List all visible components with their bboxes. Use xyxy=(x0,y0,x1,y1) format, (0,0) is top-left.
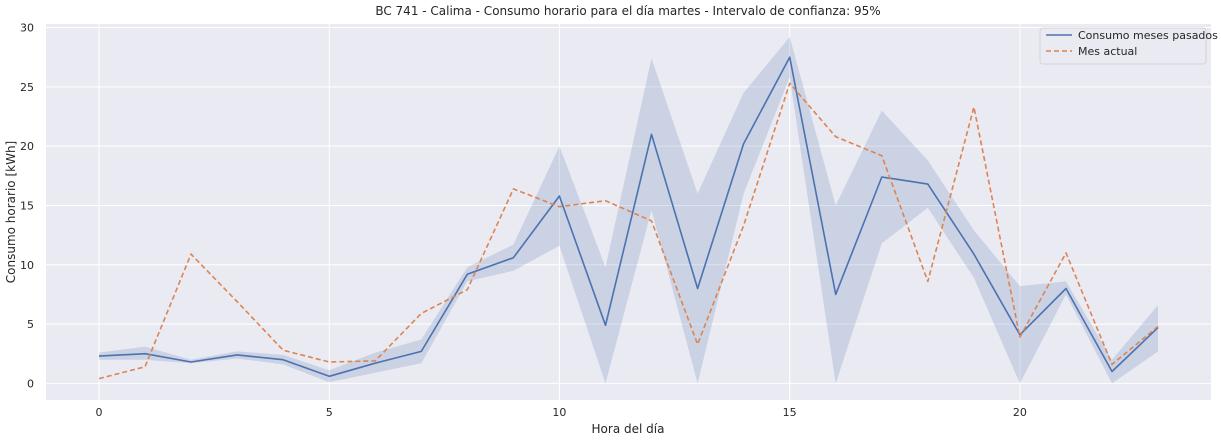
y-tick-label: 10 xyxy=(20,259,34,272)
x-tick-label: 20 xyxy=(1013,406,1027,419)
data-point-consumo-meses-pasados xyxy=(881,176,883,178)
data-point-consumo-meses-pasados xyxy=(282,358,284,360)
data-point-mes-actual xyxy=(466,288,468,290)
data-point-consumo-meses-pasados xyxy=(604,324,606,326)
chart-title: BC 741 - Calima - Consumo horario para e… xyxy=(375,4,880,18)
y-tick-label: 15 xyxy=(20,199,34,212)
data-point-mes-actual xyxy=(558,205,560,207)
data-point-consumo-meses-pasados xyxy=(973,253,975,255)
data-point-consumo-meses-pasados xyxy=(927,183,929,185)
legend-label-mes-actual: Mes actual xyxy=(1078,45,1137,58)
x-tick-label: 5 xyxy=(326,406,333,419)
legend-box xyxy=(1039,27,1207,65)
data-point-consumo-meses-pasados xyxy=(1065,287,1067,289)
y-tick-label: 5 xyxy=(27,318,34,331)
data-point-mes-actual xyxy=(1065,252,1067,254)
data-point-consumo-meses-pasados xyxy=(512,256,514,258)
y-tick-label: 25 xyxy=(20,81,34,94)
data-point-mes-actual xyxy=(282,349,284,351)
data-point-mes-actual xyxy=(98,377,100,379)
data-point-mes-actual xyxy=(190,253,192,255)
data-point-mes-actual xyxy=(512,188,514,190)
data-point-mes-actual xyxy=(374,360,376,362)
data-point-mes-actual xyxy=(328,361,330,363)
data-point-mes-actual xyxy=(650,220,652,222)
series-layer xyxy=(98,56,1159,380)
x-tick-label: 15 xyxy=(783,406,797,419)
data-point-mes-actual xyxy=(788,82,790,84)
x-tick-label: 10 xyxy=(552,406,566,419)
data-point-mes-actual xyxy=(742,224,744,226)
tick-labels: 0 5 10 15 20 0 5 10 15 20 25 30 xyxy=(20,22,1027,419)
data-point-consumo-meses-pasados xyxy=(696,287,698,289)
data-point-mes-actual xyxy=(927,280,929,282)
data-point-mes-actual xyxy=(420,312,422,314)
data-point-mes-actual xyxy=(881,154,883,156)
data-point-consumo-meses-pasados xyxy=(328,375,330,377)
data-point-consumo-meses-pasados xyxy=(98,355,100,357)
data-point-mes-actual xyxy=(1019,336,1021,338)
y-tick-label: 30 xyxy=(20,22,34,35)
data-point-mes-actual xyxy=(1157,325,1159,327)
data-point-mes-actual xyxy=(696,343,698,345)
data-point-consumo-meses-pasados xyxy=(788,56,790,58)
data-point-consumo-meses-pasados xyxy=(466,273,468,275)
series-line-mes-actual xyxy=(98,82,1159,380)
data-point-consumo-meses-pasados xyxy=(742,143,744,145)
data-point-consumo-meses-pasados xyxy=(374,362,376,364)
data-point-mes-actual xyxy=(604,200,606,202)
data-point-mes-actual xyxy=(1111,363,1113,365)
legend: Consumo meses pasados Mes actual xyxy=(1039,27,1218,65)
data-point-consumo-meses-pasados xyxy=(1111,370,1113,372)
x-axis-label: Hora del día xyxy=(592,422,665,436)
data-point-mes-actual xyxy=(973,106,975,108)
data-point-consumo-meses-pasados xyxy=(420,350,422,352)
x-tick-label: 0 xyxy=(95,406,102,419)
legend-label-consumo-meses-pasados: Consumo meses pasados xyxy=(1078,29,1218,42)
y-axis-label: Consumo horario [kWh] xyxy=(4,141,18,283)
y-tick-label: 0 xyxy=(27,377,34,390)
data-point-mes-actual xyxy=(835,135,837,137)
data-point-mes-actual xyxy=(144,366,146,368)
y-tick-label: 20 xyxy=(20,140,34,153)
series-line-consumo-meses-pasados xyxy=(98,56,1159,378)
data-point-mes-actual xyxy=(236,300,238,302)
data-point-consumo-meses-pasados xyxy=(558,195,560,197)
data-point-consumo-meses-pasados xyxy=(190,361,192,363)
data-point-consumo-meses-pasados xyxy=(236,354,238,356)
data-point-consumo-meses-pasados xyxy=(650,133,652,135)
data-point-consumo-meses-pasados xyxy=(835,293,837,295)
data-point-consumo-meses-pasados xyxy=(144,353,146,355)
